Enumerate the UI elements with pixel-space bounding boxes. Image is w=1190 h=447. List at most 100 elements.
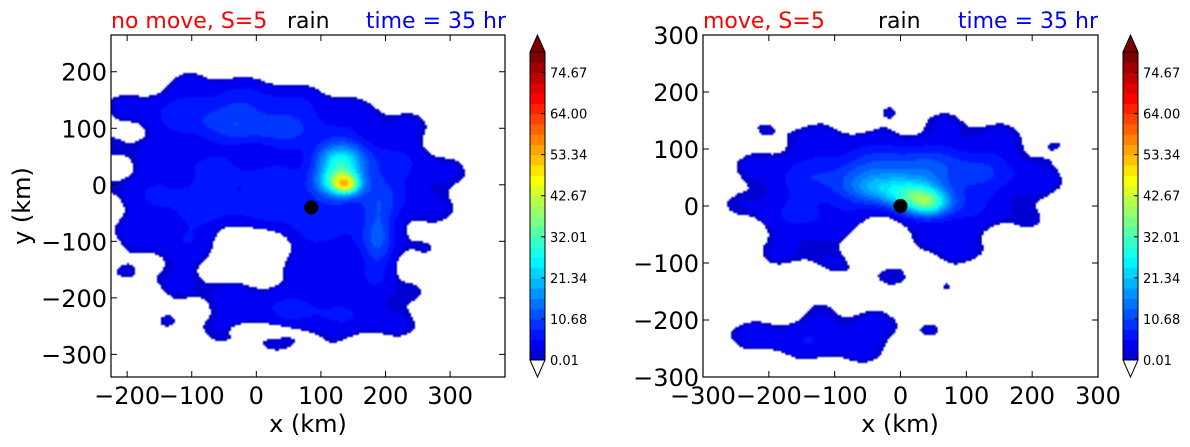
x-tick-label: 300 xyxy=(1075,382,1121,410)
colorbar-tick-label: 53.34 xyxy=(1143,149,1180,164)
colorbar-band xyxy=(530,288,545,299)
colorbar-band xyxy=(1123,236,1138,248)
colorbar-tick-label: 74.67 xyxy=(1143,67,1180,82)
y-tick-label: 300 xyxy=(653,22,699,50)
x-tick-label: 0 xyxy=(893,382,908,410)
colorbar-tick-label: 0.01 xyxy=(550,354,579,369)
storm-center-marker xyxy=(304,200,319,215)
title-center: rain xyxy=(287,9,330,34)
center-marker-group xyxy=(893,199,908,213)
colorbar-extend-max xyxy=(529,33,546,53)
x-tick-label: −100 xyxy=(802,382,868,410)
colorbar-band xyxy=(1123,62,1138,74)
colorbar-band xyxy=(1123,298,1138,310)
colorbar-extend-max xyxy=(1122,33,1139,53)
x-axis-label: x (km) xyxy=(269,410,347,438)
y-tick-label: 100 xyxy=(61,115,107,143)
colorbar: 0.01 10.68 21.34 32.01 42.67 53.34 64.00 74.67 xyxy=(529,33,587,379)
colorbar-band xyxy=(530,226,545,238)
plot-frame xyxy=(110,34,506,378)
colorbar-band xyxy=(530,52,545,63)
y-tick-label: −300 xyxy=(41,341,107,369)
colorbar-band xyxy=(530,257,545,269)
y-tick-label: −200 xyxy=(633,307,699,335)
x-tick-label: 200 xyxy=(363,382,409,410)
x-tick-label: 0 xyxy=(249,382,264,410)
colorbar-band xyxy=(1123,175,1138,187)
x-tick-label: −300 xyxy=(670,382,736,410)
colorbar-tick-label: 10.68 xyxy=(1143,313,1180,328)
y-tick-label: −100 xyxy=(633,250,699,278)
title-left: no move, S=5 xyxy=(111,9,267,34)
colorbar-band xyxy=(530,308,545,320)
colorbar-band xyxy=(530,134,545,145)
colorbar-band xyxy=(530,195,545,207)
colorbar-band xyxy=(530,329,545,341)
colorbar-band xyxy=(1123,308,1138,320)
colorbar-band xyxy=(530,298,545,310)
colorbar-extend-min xyxy=(529,359,546,379)
x-tick-label: 300 xyxy=(427,382,473,410)
colorbar-band xyxy=(530,113,545,125)
colorbar-tick-label: 74.67 xyxy=(550,67,587,82)
colorbar-band xyxy=(530,72,545,84)
colorbar-band xyxy=(1123,164,1138,176)
panel-no-move: no move, S=5 rain time = 35 hr −200−100 0… xyxy=(8,9,587,438)
colorbar-band xyxy=(530,93,545,104)
colorbar-band xyxy=(530,216,545,228)
x-tick-label: 200 xyxy=(1009,382,1055,410)
colorbar-tick-label: 64.00 xyxy=(550,108,587,123)
y-tick-label: 200 xyxy=(61,59,107,87)
colorbar-band xyxy=(1123,72,1138,84)
colorbar-tick-label: 64.00 xyxy=(1143,108,1180,123)
colorbar-tick-label: 21.34 xyxy=(1143,272,1180,287)
title-right: time = 35 hr xyxy=(958,9,1099,34)
colorbar-band xyxy=(1123,154,1138,166)
colorbar-band xyxy=(1123,206,1138,217)
colorbar-band xyxy=(530,206,545,217)
y-tick-label: 100 xyxy=(653,136,699,164)
y-tick-label: 200 xyxy=(653,79,699,107)
x-tick-label: −200 xyxy=(94,382,160,410)
colorbar-band xyxy=(1123,185,1138,197)
panel-title: move, S=5 rain time = 35 hr xyxy=(703,9,1099,34)
y-ticks: −300 −200 −100 0 100 200 xyxy=(41,59,505,369)
colorbar-band xyxy=(530,339,545,351)
colorbar-band xyxy=(1123,113,1138,125)
x-ticks: −200−100 0 100 200 300 xyxy=(94,35,473,410)
x-axis-label: x (km) xyxy=(861,410,939,438)
colorbar-extend-min xyxy=(1122,359,1139,379)
colorbar-band xyxy=(530,144,545,156)
y-axis-label: y (km) xyxy=(8,167,36,245)
colorbar-band xyxy=(530,154,545,166)
colorbar-tick-label: 53.34 xyxy=(550,149,587,164)
colorbar-band xyxy=(1123,318,1138,330)
colorbar-band xyxy=(1123,134,1138,145)
colorbar-band xyxy=(530,318,545,330)
colorbar-band xyxy=(1123,349,1138,361)
colorbar-tick-label: 42.67 xyxy=(550,190,587,205)
colorbar: 0.01 10.68 21.34 32.01 42.67 53.34 64.00 74.67 xyxy=(1122,33,1180,379)
colorbar-band xyxy=(1123,267,1138,279)
colorbar-tick-label: 32.01 xyxy=(1143,231,1180,246)
y-tick-label: −300 xyxy=(633,364,699,392)
colorbar-band xyxy=(530,267,545,279)
rain-contour-plot xyxy=(703,35,1098,377)
colorbar-band xyxy=(530,103,545,115)
colorbar-band xyxy=(1123,216,1138,228)
colorbar-band xyxy=(530,175,545,187)
colorbar-band xyxy=(1123,93,1138,104)
colorbar-band xyxy=(1123,329,1138,341)
x-ticks: −300 −200 −100 0 100 200 300 xyxy=(670,35,1121,410)
y-tick-label: −200 xyxy=(41,285,107,313)
y-tick-label: 0 xyxy=(684,193,699,221)
title-right: time = 35 hr xyxy=(366,9,507,34)
colorbar-band xyxy=(530,247,545,258)
panel-move: move, S=5 rain time = 35 hr −300 −200 −100… xyxy=(633,9,1180,438)
colorbar-band xyxy=(1123,277,1138,289)
storm-center-marker xyxy=(893,199,908,213)
x-tick-label: −200 xyxy=(736,382,802,410)
colorbar-band xyxy=(1123,226,1138,238)
colorbar-tick-label: 32.01 xyxy=(550,231,587,246)
colorbar-band xyxy=(530,236,545,248)
